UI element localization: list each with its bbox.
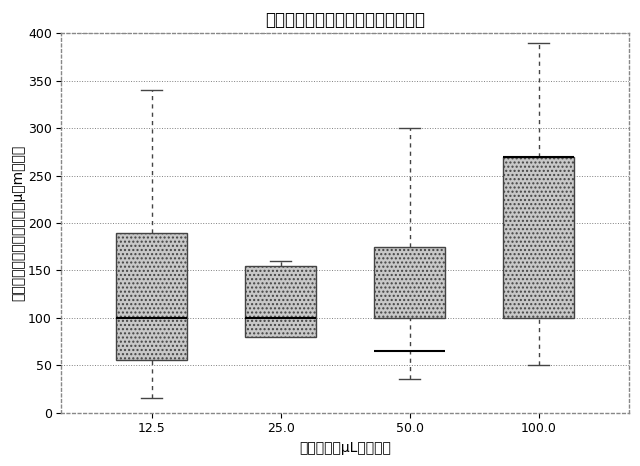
Bar <box>503 157 574 318</box>
Title: 血小板前駆細胞伸長速度対注入速度: 血小板前駆細胞伸長速度対注入速度 <box>265 11 425 29</box>
X-axis label: 注入速度（μL／時間）: 注入速度（μL／時間） <box>300 441 391 455</box>
Bar <box>374 247 445 318</box>
Bar <box>245 266 316 337</box>
Y-axis label: 血小板前駆細胞伸長速度（μ・m／分）: 血小板前駆細胞伸長速度（μ・m／分） <box>11 145 25 301</box>
Bar <box>116 233 188 361</box>
